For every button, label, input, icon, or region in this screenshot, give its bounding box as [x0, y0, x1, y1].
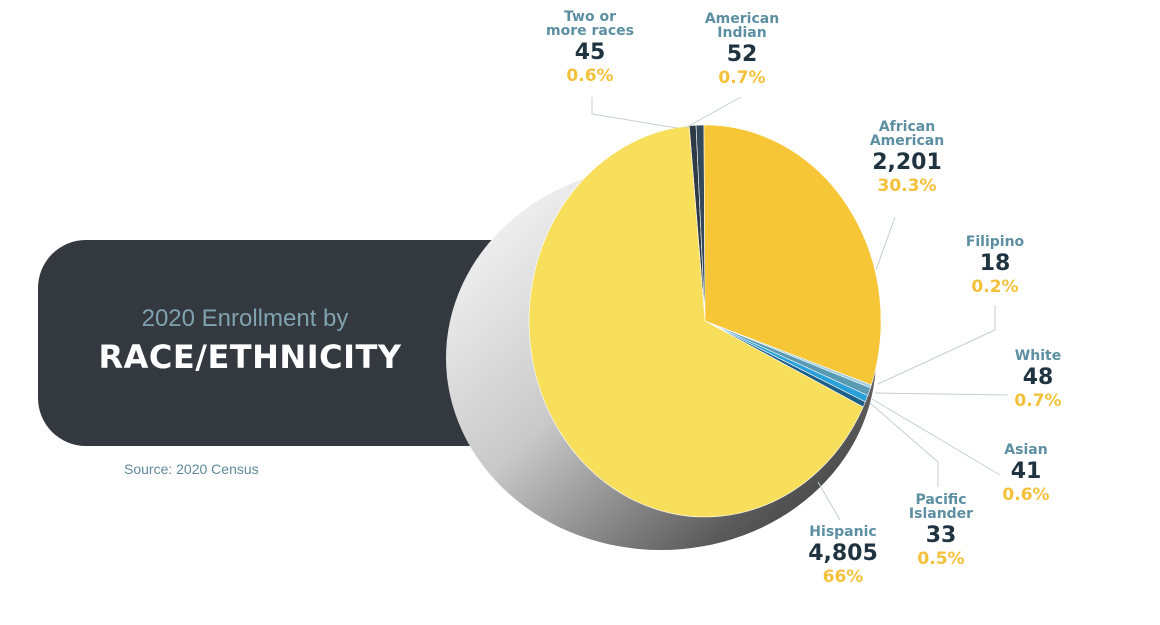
slice-count: 41: [1010, 459, 1042, 484]
label-filipino: Filipino 18 0.2%: [935, 235, 1055, 297]
label-asian: Asian 41 0.6%: [966, 443, 1086, 505]
slice-percent: 30.3%: [877, 176, 937, 196]
slice-percent: 0.5%: [917, 549, 965, 569]
leader-line-american-indian: [684, 96, 742, 129]
slice-name: Hispanic: [809, 524, 877, 540]
slice-name: White: [1014, 348, 1062, 364]
slice-count: 2,201: [872, 150, 942, 175]
label-hispanic: Hispanic 4,805 66%: [783, 525, 903, 587]
slice-percent: 0.6%: [1002, 485, 1050, 505]
leader-lines: [591, 96, 1009, 521]
leader-line-pacific-islander: [869, 402, 939, 487]
slice-percent: 66%: [822, 567, 864, 587]
chart-title: RACE/ETHNICITY: [98, 338, 402, 376]
slice-count: 52: [726, 42, 758, 67]
pie-slices: [528, 124, 882, 518]
label-two-or-more-races: Two or more races 45 0.6%: [530, 10, 650, 86]
label-pacific-islander: Pacific Islander 33 0.5%: [881, 493, 1001, 569]
leader-line-asian: [871, 398, 1001, 476]
slice-count: 4,805: [808, 541, 878, 566]
slice-count: 45: [574, 40, 606, 65]
source-note: Source: 2020 Census: [124, 461, 259, 477]
slice-percent: 0.2%: [971, 277, 1019, 297]
slice-count: 18: [979, 251, 1011, 276]
slice-name: Asian: [1004, 442, 1048, 458]
slice-name: African American: [869, 119, 945, 149]
slice-name: Two or more races: [546, 9, 634, 39]
slice-percent: 0.7%: [1014, 391, 1062, 411]
leader-line-african-american: [875, 216, 896, 271]
slice-name: Filipino: [965, 234, 1025, 250]
label-white: White 48 0.7%: [978, 349, 1098, 411]
slice-count: 48: [1022, 365, 1054, 390]
leader-line-two-or-more: [591, 97, 678, 129]
slice-percent: 0.6%: [566, 66, 614, 86]
leader-line-filipino: [877, 305, 996, 385]
slice-name: Pacific Islander: [908, 492, 974, 522]
slice-count: 33: [925, 523, 957, 548]
label-african-american: African American 2,201 30.3%: [847, 120, 967, 196]
pie-slice-hispanic: [528, 125, 864, 518]
pie-slice-african-american: [703, 124, 882, 386]
slice-percent: 0.7%: [718, 68, 766, 88]
label-american-indian: American Indian 52 0.7%: [682, 12, 802, 88]
leader-line-hispanic: [817, 481, 841, 521]
slice-name: American Indian: [704, 11, 780, 41]
chart-subtitle: 2020 Enrollment by: [141, 305, 349, 332]
leader-line-white: [874, 392, 1009, 396]
